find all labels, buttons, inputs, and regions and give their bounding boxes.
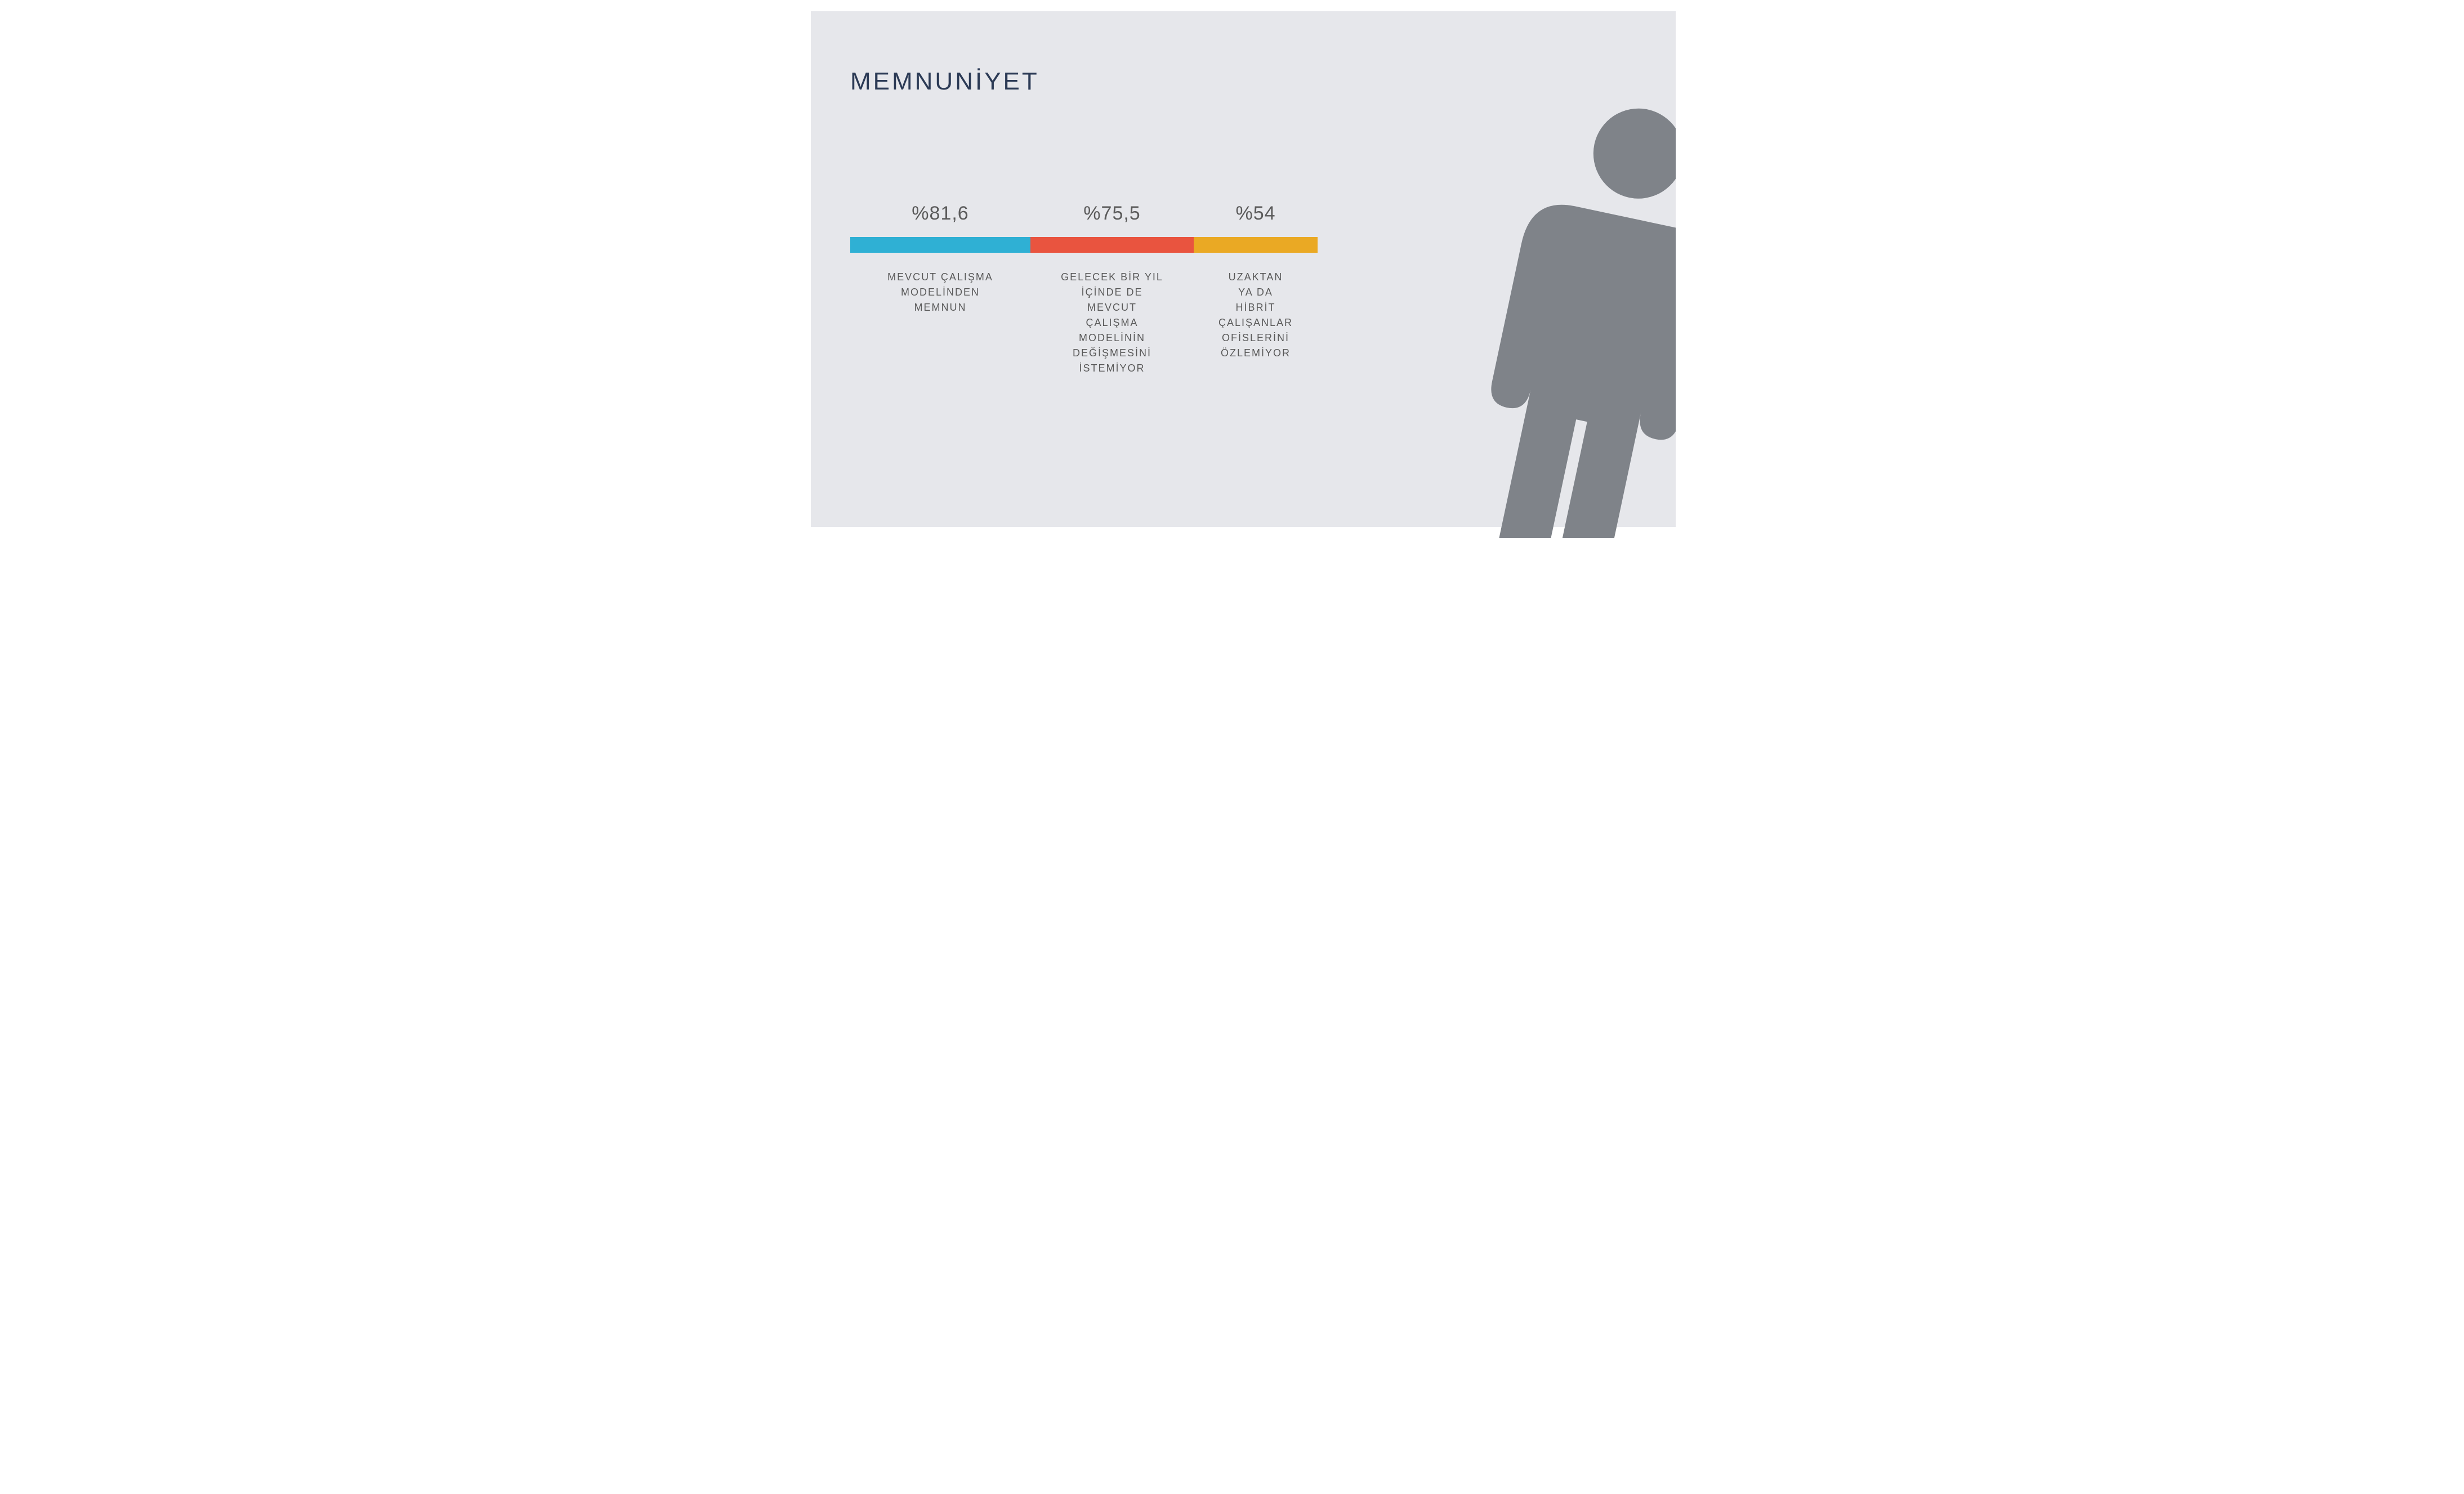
content-panel: MEMNUNİYET %81,6 MEVCUT ÇALIŞMA MODELİND…	[811, 11, 1676, 527]
segment-2-percent: %75,5	[1083, 203, 1140, 225]
segment-2-bar	[1030, 237, 1194, 253]
segment-3-percent: %54	[1235, 203, 1275, 225]
segment-2-desc: GELECEK BİR YIL İÇİNDE DE MEVCUT ÇALIŞMA…	[1061, 270, 1163, 376]
bar-segments-row: %81,6 MEVCUT ÇALIŞMA MODELİNDEN MEMNUN %…	[850, 203, 1318, 376]
infographic-canvas: MEMNUNİYET %81,6 MEVCUT ÇALIŞMA MODELİND…	[788, 0, 1676, 538]
segment-3-bar	[1194, 237, 1318, 253]
segment-1-desc: MEVCUT ÇALIŞMA MODELİNDEN MEMNUN	[887, 270, 993, 315]
segment-1-percent: %81,6	[912, 203, 968, 225]
segment-1: %81,6 MEVCUT ÇALIŞMA MODELİNDEN MEMNUN	[850, 203, 1030, 315]
segment-1-bar	[850, 237, 1030, 253]
page-title: MEMNUNİYET	[850, 68, 1039, 96]
person-icon	[1390, 69, 1676, 538]
segment-3: %54 UZAKTAN YA DA HİBRİT ÇALIŞANLAR OFİS…	[1194, 203, 1318, 361]
segment-2: %75,5 GELECEK BİR YIL İÇİNDE DE MEVCUT Ç…	[1030, 203, 1194, 376]
segment-3-desc: UZAKTAN YA DA HİBRİT ÇALIŞANLAR OFİSLERİ…	[1218, 270, 1293, 361]
